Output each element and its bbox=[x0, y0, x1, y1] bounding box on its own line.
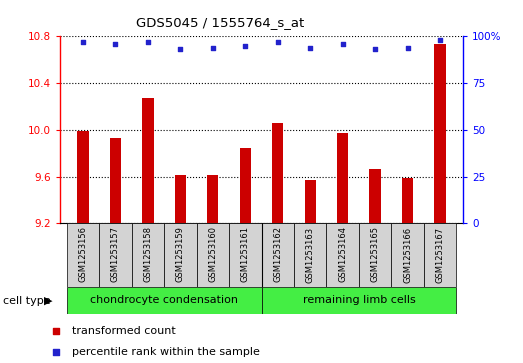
Bar bbox=[77, 131, 88, 223]
Point bbox=[52, 328, 60, 334]
Bar bbox=[99, 223, 132, 287]
Bar bbox=[197, 223, 229, 287]
Text: GSM1253161: GSM1253161 bbox=[241, 227, 250, 282]
Text: GSM1253159: GSM1253159 bbox=[176, 227, 185, 282]
Text: GSM1253158: GSM1253158 bbox=[143, 227, 152, 282]
Point bbox=[209, 45, 217, 50]
Text: GSM1253157: GSM1253157 bbox=[111, 227, 120, 282]
Point bbox=[403, 45, 412, 50]
Text: chondrocyte condensation: chondrocyte condensation bbox=[90, 295, 238, 305]
Text: GSM1253165: GSM1253165 bbox=[371, 227, 380, 282]
Bar bbox=[262, 287, 457, 314]
Point bbox=[52, 349, 60, 355]
Bar bbox=[164, 223, 197, 287]
Bar bbox=[132, 223, 164, 287]
Text: ▶: ▶ bbox=[44, 295, 53, 306]
Point bbox=[371, 46, 379, 52]
Bar bbox=[229, 223, 262, 287]
Text: remaining limb cells: remaining limb cells bbox=[302, 295, 415, 305]
Text: GSM1253164: GSM1253164 bbox=[338, 227, 347, 282]
Text: GSM1253162: GSM1253162 bbox=[273, 227, 282, 282]
Bar bbox=[424, 223, 457, 287]
Text: GSM1253166: GSM1253166 bbox=[403, 227, 412, 282]
Point bbox=[241, 43, 249, 49]
Bar bbox=[142, 98, 154, 223]
Text: GSM1253160: GSM1253160 bbox=[208, 227, 217, 282]
Bar bbox=[110, 138, 121, 223]
Point bbox=[144, 39, 152, 45]
Bar bbox=[435, 45, 446, 223]
Bar bbox=[240, 148, 251, 223]
Text: cell type: cell type bbox=[3, 295, 50, 306]
Bar bbox=[391, 223, 424, 287]
Bar bbox=[207, 175, 219, 223]
Bar bbox=[66, 287, 262, 314]
Bar bbox=[304, 180, 316, 223]
Point bbox=[111, 41, 120, 47]
Bar bbox=[402, 178, 413, 223]
Bar bbox=[262, 223, 294, 287]
Point bbox=[338, 41, 347, 47]
Point bbox=[274, 39, 282, 45]
Text: percentile rank within the sample: percentile rank within the sample bbox=[72, 347, 259, 357]
Point bbox=[436, 37, 445, 43]
Bar bbox=[175, 175, 186, 223]
Text: GSM1253156: GSM1253156 bbox=[78, 227, 87, 282]
Bar bbox=[66, 223, 99, 287]
Bar bbox=[369, 170, 381, 223]
Text: transformed count: transformed count bbox=[72, 326, 175, 336]
Text: GSM1253167: GSM1253167 bbox=[436, 227, 445, 282]
Bar bbox=[294, 223, 326, 287]
Bar bbox=[359, 223, 391, 287]
Point bbox=[306, 45, 314, 50]
Bar bbox=[337, 133, 348, 223]
Point bbox=[78, 39, 87, 45]
Point bbox=[176, 46, 185, 52]
Text: GDS5045 / 1555764_s_at: GDS5045 / 1555764_s_at bbox=[135, 16, 304, 29]
Text: GSM1253163: GSM1253163 bbox=[306, 227, 315, 282]
Bar bbox=[272, 123, 283, 223]
Bar bbox=[326, 223, 359, 287]
